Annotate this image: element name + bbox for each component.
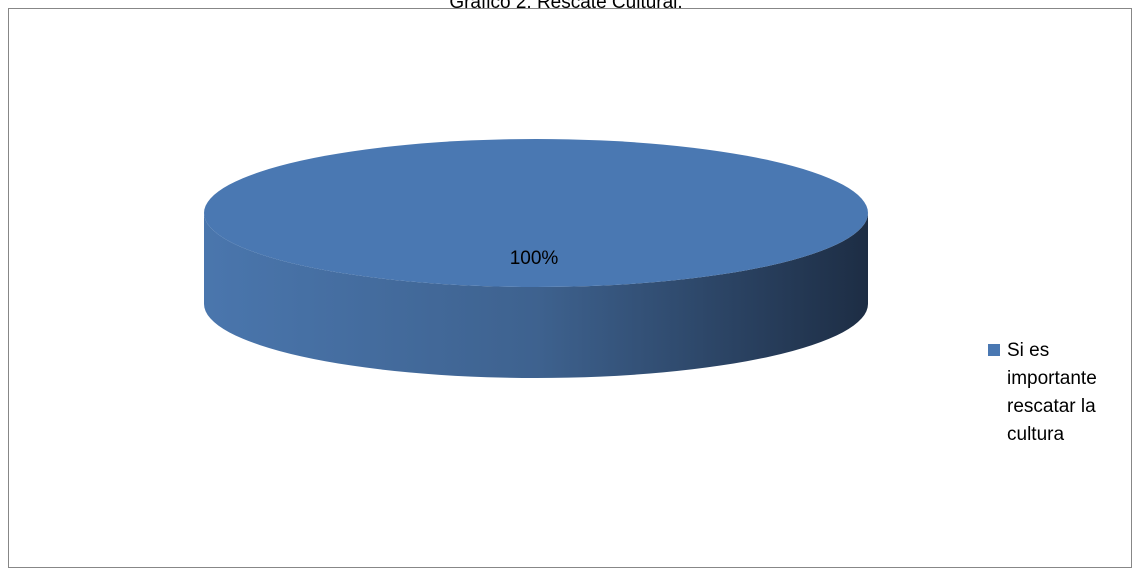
pie-slice	[204, 139, 868, 287]
legend-label: Si es importante rescatar la cultura	[1007, 340, 1097, 445]
legend-swatch	[988, 344, 1000, 356]
pie-slice-side	[204, 213, 868, 378]
chart-title: Gráfico 2. Rescate Cultural.	[449, 0, 683, 13]
pie-chart: 100%	[204, 139, 868, 378]
data-label: 100%	[510, 248, 559, 269]
